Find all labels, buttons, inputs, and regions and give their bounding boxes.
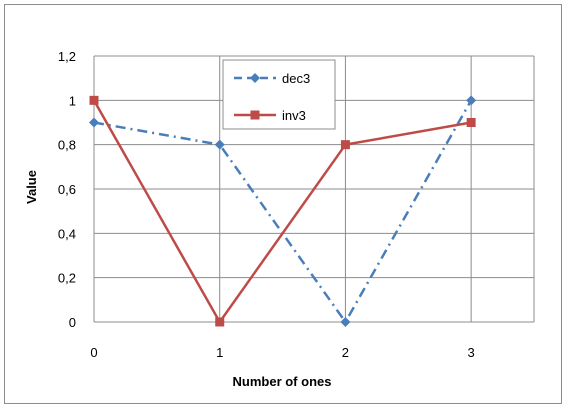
- data-point-inv3: [466, 118, 476, 127]
- y-tick-label: 1,2: [58, 49, 76, 64]
- series-inv3: [89, 95, 476, 327]
- gridlines: [93, 55, 535, 323]
- legend-label: dec3: [282, 71, 310, 86]
- legend-label: inv3: [282, 108, 306, 123]
- x-tick-labels: 0 1 2 3: [90, 345, 474, 360]
- y-tick-label: 0,6: [58, 182, 76, 197]
- legend-swatch-marker: [250, 110, 260, 120]
- data-point-inv3: [340, 140, 350, 150]
- series-dec3: [89, 95, 477, 327]
- y-tick-label: 0,4: [58, 226, 76, 241]
- y-tick-label: 0,8: [58, 138, 76, 153]
- x-tick-label: 2: [342, 345, 349, 360]
- y-tick-label: 0: [69, 315, 76, 330]
- series-line-inv3: [92, 99, 472, 324]
- legend-item-inv3: inv3: [234, 108, 306, 123]
- data-point-inv3: [215, 317, 225, 327]
- legend: dec3 inv3: [222, 59, 336, 130]
- x-tick-label: 3: [468, 345, 475, 360]
- x-tick-label: 1: [216, 345, 223, 360]
- data-point-dec3: [89, 117, 99, 128]
- data-point-dec3: [466, 95, 477, 106]
- legend-box: [222, 59, 336, 130]
- x-tick-label: 0: [90, 345, 97, 360]
- y-tick-labels: 0 0,2 0,4 0,6 0,8 1 1,2: [58, 49, 76, 330]
- legend-item-dec3: dec3: [234, 71, 310, 86]
- y-tick-label: 0,2: [58, 271, 76, 286]
- legend-swatch-marker: [250, 73, 260, 83]
- y-tick-label: 1: [69, 93, 76, 108]
- data-point-dec3: [340, 317, 351, 327]
- y-axis-title: Value: [24, 170, 39, 204]
- series-layer: [89, 95, 477, 327]
- data-point-dec3: [214, 139, 225, 150]
- x-axis-title: Number of ones: [233, 374, 332, 389]
- data-point-inv3: [89, 95, 99, 105]
